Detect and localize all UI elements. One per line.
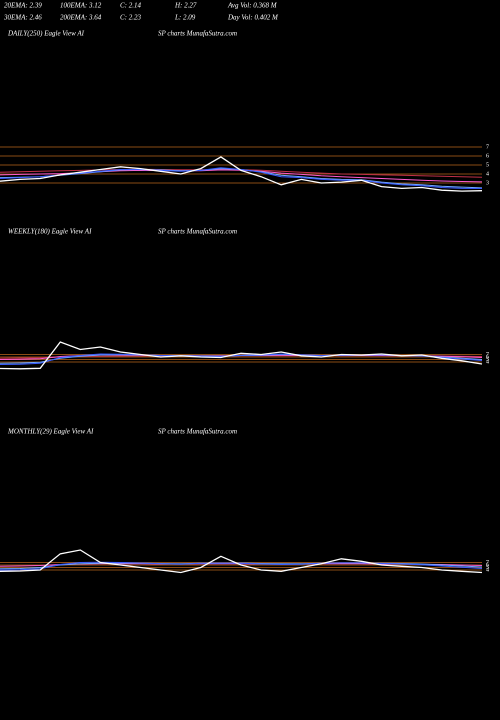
y-tick-label: 5 <box>486 357 489 363</box>
series-line <box>0 167 483 189</box>
header-stat: C: 2.14 <box>120 2 142 10</box>
y-tick-label: 3 <box>486 180 489 186</box>
series-line <box>0 561 483 571</box>
y-tick-label: 5 <box>486 565 489 571</box>
y-tick-label: 6 <box>486 562 489 568</box>
header-stat: 20EMA: 2.39 <box>4 2 42 10</box>
header-stat: 30EMA: 2.46 <box>3 14 42 22</box>
y-tick-label: 4 <box>486 359 489 365</box>
panel-title: DAILY(250) Eagle View AI <box>7 30 85 38</box>
header-stat: Avg Vol: 0.368 M <box>227 2 278 10</box>
header-stat: L: 2.09 <box>174 14 196 22</box>
series-line <box>0 156 483 192</box>
panel-watermark: SP charts MunafaSutra.com <box>158 428 237 436</box>
series-line <box>0 341 483 370</box>
header-stat: H: 2.27 <box>174 2 197 10</box>
y-tick-label: 4 <box>486 171 489 177</box>
panel-watermark: SP charts MunafaSutra.com <box>158 228 237 236</box>
panel-title: WEEKLY(180) Eagle View AI <box>8 228 92 236</box>
y-tick-label: 7 <box>486 560 489 566</box>
series-line <box>0 549 483 574</box>
y-tick-label: 6 <box>486 354 489 360</box>
y-tick-label: 7 <box>486 144 489 150</box>
y-tick-label: 5 <box>486 162 489 168</box>
header-stat: 100EMA: 3.12 <box>60 2 102 10</box>
y-tick-label: 7 <box>486 352 489 358</box>
header-stat: C: 2.23 <box>120 14 142 22</box>
panel-title: MONTHLY(29) Eagle View AI <box>7 428 94 436</box>
header-stat: 200EMA: 3.64 <box>60 14 102 22</box>
header-stat: Day Vol: 0.402 M <box>227 14 279 22</box>
panel-watermark: SP charts MunafaSutra.com <box>158 30 237 38</box>
y-tick-label: 4 <box>486 567 489 573</box>
y-tick-label: 6 <box>486 153 489 159</box>
